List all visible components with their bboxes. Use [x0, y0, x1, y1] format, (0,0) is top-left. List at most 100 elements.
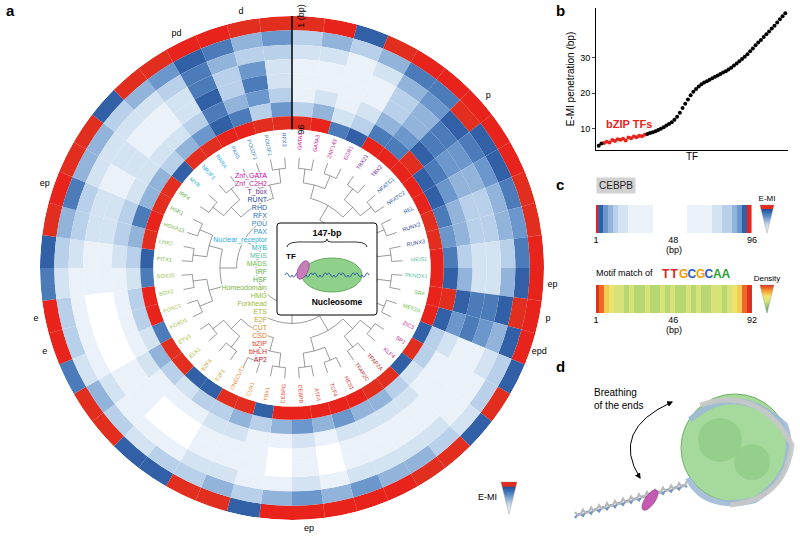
svg-text:1: 1 [593, 315, 598, 325]
svg-text:pd: pd [172, 28, 182, 38]
svg-text:A: A [722, 267, 731, 281]
svg-text:TBX2: TBX2 [370, 164, 384, 178]
svg-text:HES1: HES1 [343, 375, 355, 391]
svg-text:Density: Density [754, 274, 781, 283]
svg-text:c: c [556, 176, 564, 193]
svg-text:TCF4: TCF4 [329, 382, 339, 397]
svg-text:T_box: T_box [248, 188, 268, 196]
svg-text:e: e [34, 313, 39, 323]
svg-text:96: 96 [747, 235, 757, 245]
svg-text:96: 96 [296, 124, 306, 134]
svg-text:E2F: E2F [254, 316, 267, 323]
svg-text:HSF1: HSF1 [169, 205, 184, 217]
svg-text:SOX10: SOX10 [156, 272, 174, 279]
svg-text:Motif match of: Motif match of [596, 268, 653, 278]
svg-text:G: G [696, 267, 705, 281]
svg-text:p: p [545, 313, 550, 323]
svg-text:NR2F1: NR2F1 [201, 164, 217, 181]
svg-text:ZNF143: ZNF143 [326, 138, 338, 159]
svg-text:C: C [705, 267, 714, 281]
svg-text:E-MI: E-MI [478, 492, 497, 502]
svg-text:HMG: HMG [251, 292, 267, 299]
svg-text:SOX2: SOX2 [158, 288, 174, 297]
svg-text:p: p [486, 90, 491, 100]
svg-text:CSD: CSD [252, 332, 267, 339]
svg-text:GATA1: GATA1 [296, 132, 303, 150]
svg-text:epd: epd [532, 346, 547, 356]
svg-text:Znf_GATA: Znf_GATA [235, 172, 267, 180]
svg-text:C: C [688, 267, 697, 281]
svg-text:PAX: PAX [254, 228, 268, 235]
svg-text:d: d [556, 358, 565, 375]
svg-text:of the ends: of the ends [594, 400, 643, 411]
svg-text:KLF4: KLF4 [382, 346, 396, 359]
svg-text:1 (bp): 1 (bp) [296, 4, 306, 28]
svg-text:ZIC3: ZIC3 [402, 320, 415, 331]
svg-text:CUX1: CUX1 [245, 381, 255, 397]
svg-text:E2F1: E2F1 [214, 368, 226, 382]
svg-text:POU2F1: POU2F1 [246, 138, 259, 160]
svg-text:TFAP2C: TFAP2C [354, 361, 371, 382]
svg-text:30: 30 [580, 53, 590, 63]
svg-text:MEIS: MEIS [250, 252, 267, 259]
svg-text:T: T [662, 267, 670, 281]
svg-text:IRF: IRF [256, 268, 267, 275]
svg-text:REL: REL [402, 205, 414, 215]
svg-text:RFX: RFX [253, 212, 267, 219]
svg-text:E2F6: E2F6 [200, 358, 213, 372]
svg-text:ETV1: ETV1 [177, 333, 192, 346]
svg-text:ATF4: ATF4 [314, 388, 322, 402]
svg-text:SP1: SP1 [395, 335, 407, 346]
svg-text:HOXA13: HOXA13 [163, 221, 185, 234]
svg-text:RFX3: RFX3 [281, 132, 288, 146]
svg-text:CUT: CUT [253, 324, 268, 331]
svg-text:TF: TF [686, 151, 698, 162]
svg-text:10: 10 [580, 124, 590, 134]
svg-text:PKNOX1: PKNOX1 [405, 272, 428, 279]
svg-text:RHD: RHD [252, 204, 267, 211]
svg-text:CEBPG: CEBPG [280, 384, 287, 404]
svg-text:POU3F1: POU3F1 [263, 134, 273, 156]
svg-text:a: a [6, 2, 15, 19]
svg-text:FOXO1: FOXO1 [169, 317, 188, 331]
svg-text:YBX1: YBX1 [262, 386, 271, 401]
svg-text:b: b [556, 2, 565, 19]
svg-text:92: 92 [747, 315, 757, 325]
svg-text:bHLH: bHLH [249, 348, 267, 355]
svg-text:48: 48 [668, 235, 678, 245]
svg-text:ep: ep [547, 279, 557, 289]
svg-text:TFAP2A: TFAP2A [366, 352, 384, 372]
svg-text:TF: TF [286, 252, 296, 261]
svg-text:RUNX2: RUNX2 [402, 221, 422, 233]
svg-text:MEF2A: MEF2A [402, 302, 422, 314]
svg-text:T: T [671, 267, 679, 281]
svg-text:ONECUT1: ONECUT1 [229, 364, 246, 390]
svg-text:PAX5: PAX5 [230, 145, 241, 160]
svg-text:20: 20 [580, 88, 590, 98]
svg-text:Nucleosome: Nucleosome [312, 297, 363, 307]
svg-text:RUNX3: RUNX3 [406, 238, 425, 248]
svg-text:RUNT: RUNT [248, 196, 268, 203]
svg-text:ep: ep [304, 523, 314, 533]
svg-text:Breathing: Breathing [594, 387, 637, 398]
svg-text:CEBPB: CEBPB [599, 180, 633, 191]
svg-text:d: d [239, 6, 244, 16]
svg-text:bZIP: bZIP [252, 340, 267, 347]
svg-text:MADS: MADS [247, 260, 268, 267]
svg-text:A: A [713, 267, 722, 281]
svg-text:Forkhead: Forkhead [237, 300, 267, 307]
svg-text:MYB: MYB [188, 176, 201, 189]
svg-text:bZIP TFs: bZIP TFs [606, 118, 652, 130]
svg-text:ETS: ETS [253, 308, 267, 315]
svg-text:Znf_C2H2: Znf_C2H2 [235, 180, 267, 188]
svg-text:(bp): (bp) [666, 245, 682, 255]
svg-text:IRF4: IRF4 [178, 190, 191, 202]
svg-text:EGR1: EGR1 [342, 145, 354, 161]
svg-text:(bp): (bp) [666, 325, 682, 335]
svg-text:147-bp: 147-bp [312, 228, 342, 238]
svg-text:TBX21: TBX21 [355, 153, 369, 170]
svg-text:HSF: HSF [253, 276, 267, 283]
svg-text:E-MI: E-MI [759, 194, 776, 203]
svg-text:MEIS1: MEIS1 [411, 256, 428, 263]
svg-text:MYB: MYB [252, 244, 268, 251]
